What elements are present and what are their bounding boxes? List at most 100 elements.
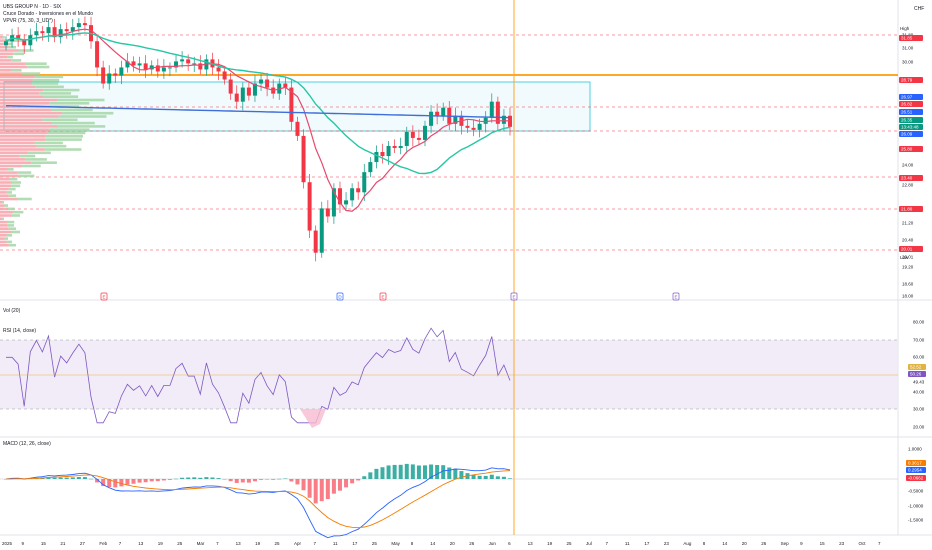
time-axis-tick: 13	[138, 541, 144, 546]
volume-profile-bar	[18, 49, 34, 52]
price-axis-tick: 20.40	[902, 238, 914, 243]
currency-label[interactable]: CHF	[914, 6, 924, 12]
macd-signal-line	[5, 470, 511, 529]
volume-profile-bar	[6, 240, 12, 244]
price-badge	[899, 124, 923, 130]
rsi-axis[interactable]: 80.00 70.00 60.00 49.43 40.00 30.00 20.00 52.52…	[908, 320, 926, 430]
candle-body	[356, 188, 361, 193]
event-marker[interactable]	[510, 292, 518, 301]
volume-profile-bar	[0, 62, 26, 65]
low-label: Low	[900, 255, 909, 260]
event-marker[interactable]	[379, 292, 387, 301]
time-axis-tick: 7	[605, 541, 608, 546]
volume-profile-bar	[0, 207, 9, 211]
time-axis-tick: 17	[644, 541, 650, 546]
macd-label[interactable]: MACD (12, 26, close)	[3, 441, 51, 447]
macd-histogram-bar	[143, 479, 148, 483]
rsi-label[interactable]: RSI (14, close)	[3, 328, 36, 334]
macd-histogram-bar	[301, 479, 306, 491]
volume-profile-bar	[35, 85, 64, 89]
price-axis-tick: 31.00	[902, 46, 914, 51]
price-badge	[899, 94, 923, 100]
volume-profile-bar	[25, 158, 47, 161]
price-badge	[899, 35, 923, 41]
macd-histogram-bar	[271, 479, 276, 480]
macd-histogram-bar	[240, 479, 245, 483]
volume-profile-bar	[0, 181, 12, 184]
candlestick-series	[4, 16, 512, 262]
candle-body	[216, 67, 221, 72]
volume-profile-bar	[8, 194, 16, 197]
volume-profile-bar	[0, 168, 8, 171]
candle-body	[350, 188, 355, 201]
volume-profile-bar	[0, 237, 5, 240]
candle-body	[319, 208, 324, 253]
macd-histogram-bar	[495, 476, 500, 479]
volume-profile-bar	[11, 181, 21, 184]
rsi-value-text: 52.52	[910, 365, 922, 370]
candle-body	[131, 61, 136, 66]
candle-body	[453, 115, 458, 124]
macd-value-text: 0.2954	[908, 468, 922, 473]
candle-body	[82, 23, 87, 26]
volume-profile-bar	[0, 111, 63, 115]
volume-profile-bar	[0, 240, 7, 244]
rsi-axis-tick: 40.00	[913, 390, 925, 395]
volume-profile-bar	[0, 220, 8, 224]
candle-body	[143, 63, 148, 70]
candle-body	[331, 188, 336, 217]
macd-histogram-bar	[350, 479, 355, 484]
time-axis-tick: 19	[255, 541, 261, 546]
time-axis-tick: 9	[800, 541, 803, 546]
macd-axis[interactable]: 1.00000.50000.0000-0.5000-1.0000-1.50000…	[906, 447, 926, 523]
candle-body	[465, 125, 470, 128]
candle-body	[167, 67, 172, 69]
macd-histogram-bar	[477, 475, 482, 479]
event-marker[interactable]	[100, 292, 108, 301]
volume-profile-bar	[42, 118, 78, 122]
price-axis[interactable]: 31.8031.0030.0028.7926.7326.5726.5126.41…	[899, 33, 923, 299]
volume-profile-bar	[57, 98, 105, 102]
volume-profile-bar	[12, 210, 24, 214]
volume-profile-bar	[7, 224, 14, 227]
vpvr-label[interactable]: VPVR (75, 30, 3_UD*)	[3, 18, 53, 24]
time-axis-tick: Apr	[294, 541, 302, 546]
candle-body	[325, 208, 330, 217]
macd-histogram-bar	[374, 468, 379, 479]
time-axis-tick: 15	[820, 541, 826, 546]
volume-profile-bar	[44, 148, 82, 151]
time-axis-tick: 26	[761, 541, 767, 546]
macd-histogram-bar	[174, 478, 179, 480]
volume-profile-bar	[0, 148, 45, 151]
volume-label[interactable]: Vol (20)	[3, 308, 21, 314]
event-marker[interactable]	[336, 292, 344, 301]
volume-profile-bar	[0, 138, 46, 141]
time-axis[interactable]: 2025 9 15 21 27 Feb 7 13 19 25 Mar 7 13 19 25 Apr 7 11 17 2…	[2, 541, 881, 546]
volume-profile-bar	[0, 82, 33, 85]
volume-profile-bar	[0, 151, 28, 155]
time-axis-tick: 19	[547, 541, 553, 546]
volume-profile-bar	[0, 42, 7, 46]
macd-axis-tick: -1.5000	[908, 518, 924, 523]
symbol-title[interactable]: UBS GROUP N · 1D · SIX	[3, 4, 62, 10]
candle-body	[58, 29, 63, 38]
rsi-axis-tick: 80.00	[913, 320, 925, 325]
macd-histogram-bar	[82, 477, 87, 479]
macd-histogram	[4, 463, 512, 504]
volume-profile-bar	[4, 237, 8, 240]
volume-profile-bar	[31, 161, 57, 164]
time-axis-tick: 8	[411, 541, 414, 546]
event-marker-label: E	[381, 295, 384, 300]
volume-profile-bar	[0, 59, 12, 62]
candle-body	[374, 152, 379, 163]
macd-histogram-bar	[119, 479, 124, 487]
macd-histogram-bar	[52, 477, 57, 479]
event-marker-label: E	[102, 295, 105, 300]
event-marker[interactable]	[672, 292, 680, 301]
volume-profile-bar	[36, 144, 67, 148]
candle-body	[107, 73, 112, 84]
rsi-band	[0, 340, 898, 409]
volume-profile-bar	[32, 82, 59, 85]
